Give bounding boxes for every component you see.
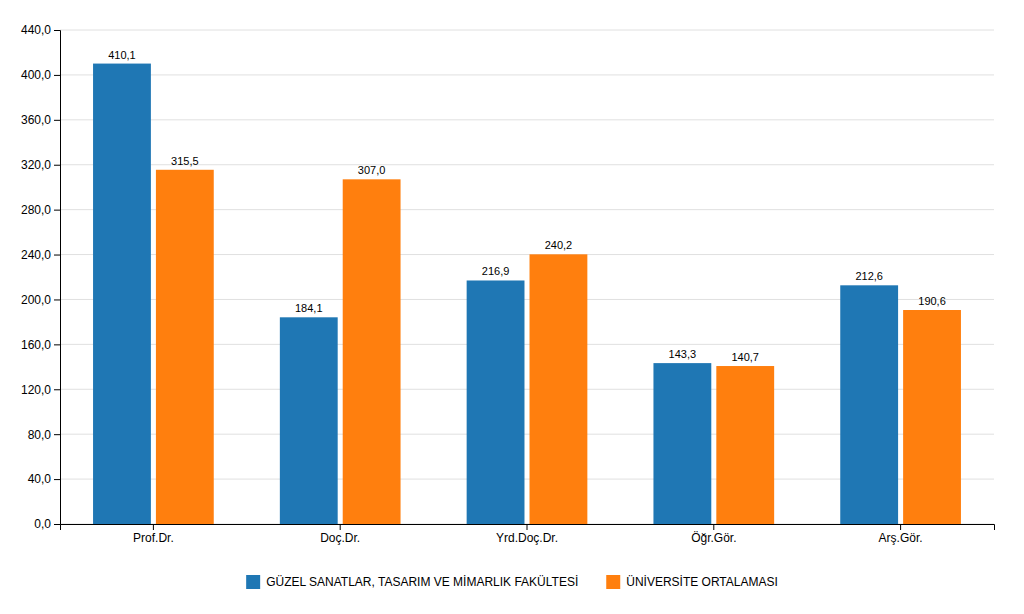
y-tick-label: 280,0 bbox=[21, 203, 51, 217]
legend-item: ÜNİVERSİTE ORTALAMASI bbox=[606, 575, 778, 589]
plot: 0,0 40,0 80,0 120,0 160,0 200,0 240,0 280,0 320,… bbox=[21, 23, 995, 544]
y-tick-label: 160,0 bbox=[21, 338, 51, 352]
legend-swatch bbox=[246, 575, 260, 589]
grid-line bbox=[60, 30, 994, 31]
y-tick-mark bbox=[54, 165, 60, 166]
legend-label: GÜZEL SANATLAR, TASARIM VE MİMARLIK FAKÜ… bbox=[266, 575, 578, 589]
x-tick-label: Prof.Dr. bbox=[133, 531, 174, 545]
grid bbox=[60, 30, 994, 524]
y-tick: 80,0 bbox=[28, 428, 60, 442]
y-tick-mark bbox=[54, 434, 60, 435]
y-tick-mark bbox=[54, 299, 60, 300]
bar bbox=[343, 179, 401, 524]
y-tick-mark bbox=[54, 479, 60, 480]
y-tick-label: 360,0 bbox=[21, 113, 51, 127]
data-label: 410,1 bbox=[108, 49, 136, 61]
y-tick-mark bbox=[54, 75, 60, 76]
bar bbox=[653, 363, 711, 524]
data-label: 240,2 bbox=[545, 239, 573, 251]
data-label: 212,6 bbox=[855, 270, 883, 282]
bar bbox=[716, 366, 774, 524]
y-tick: 320,0 bbox=[21, 158, 60, 172]
y-tick-label: 120,0 bbox=[21, 383, 51, 397]
y-tick-mark bbox=[54, 210, 60, 211]
x-tick-mark bbox=[713, 524, 714, 530]
y-tick: 120,0 bbox=[21, 383, 60, 397]
data-label: 143,3 bbox=[669, 348, 697, 360]
x-tick-label: Arş.Gör. bbox=[879, 531, 923, 545]
y-tick-mark bbox=[54, 255, 60, 256]
x-tick-mark bbox=[527, 524, 528, 530]
grid-line bbox=[60, 164, 994, 165]
y-tick-label: 320,0 bbox=[21, 158, 51, 172]
y-tick: 440,0 bbox=[21, 23, 60, 37]
bars bbox=[93, 64, 961, 524]
chart: 0,0 40,0 80,0 120,0 160,0 200,0 240,0 280,0 320,… bbox=[0, 0, 1024, 614]
y-tick-mark bbox=[54, 524, 60, 525]
y-axis: 0,0 40,0 80,0 120,0 160,0 200,0 240,0 280,0 320,… bbox=[21, 23, 61, 531]
x-axis-line bbox=[61, 525, 995, 531]
x-tick-mark bbox=[340, 524, 341, 530]
bar bbox=[903, 310, 961, 524]
data-label: 140,7 bbox=[731, 351, 759, 363]
data-label: 216,9 bbox=[482, 265, 510, 277]
y-tick-label: 80,0 bbox=[28, 428, 52, 442]
y-tick-label: 40,0 bbox=[28, 472, 52, 486]
x-tick-mark bbox=[900, 524, 901, 530]
y-tick-label: 200,0 bbox=[21, 293, 51, 307]
y-tick-mark bbox=[54, 344, 60, 345]
x-tick-label: Doç.Dr. bbox=[320, 531, 360, 545]
y-tick: 0,0 bbox=[34, 517, 60, 531]
data-label: 315,5 bbox=[171, 155, 199, 167]
y-tick: 360,0 bbox=[21, 113, 60, 127]
grid-line bbox=[60, 119, 994, 120]
data-label: 184,1 bbox=[295, 302, 323, 314]
bar bbox=[530, 254, 588, 524]
x-tick: Öğr.Gör. bbox=[691, 524, 736, 545]
y-tick: 200,0 bbox=[21, 293, 60, 307]
x-tick-mark bbox=[153, 524, 154, 530]
bar bbox=[93, 64, 151, 524]
y-tick: 240,0 bbox=[21, 248, 60, 262]
y-tick-label: 440,0 bbox=[21, 23, 51, 37]
y-tick-mark bbox=[54, 30, 60, 31]
y-tick-label: 0,0 bbox=[34, 517, 51, 531]
y-tick: 400,0 bbox=[21, 68, 60, 82]
bar bbox=[467, 280, 525, 524]
x-tick: Arş.Gör. bbox=[879, 524, 923, 545]
y-tick-mark bbox=[54, 389, 60, 390]
x-axis: Prof.Dr. Doç.Dr. Yrd.Doç.Dr. Öğr.Gör. Arş.Gö… bbox=[61, 524, 995, 545]
legend-label: ÜNİVERSİTE ORTALAMASI bbox=[626, 575, 778, 589]
grid-line bbox=[60, 74, 994, 75]
x-tick: Doç.Dr. bbox=[320, 524, 360, 545]
y-tick: 280,0 bbox=[21, 203, 60, 217]
x-tick-label: Yrd.Doç.Dr. bbox=[496, 531, 558, 545]
y-tick-label: 400,0 bbox=[21, 68, 51, 82]
bar bbox=[156, 170, 214, 524]
y-tick-mark bbox=[54, 120, 60, 121]
x-tick: Yrd.Doç.Dr. bbox=[496, 524, 558, 545]
y-tick: 40,0 bbox=[28, 472, 60, 486]
x-tick-label: Öğr.Gör. bbox=[691, 531, 736, 545]
x-tick: Prof.Dr. bbox=[133, 524, 174, 545]
y-tick-label: 240,0 bbox=[21, 248, 51, 262]
bar bbox=[840, 285, 898, 524]
data-label: 307,0 bbox=[358, 164, 386, 176]
y-tick: 160,0 bbox=[21, 338, 60, 352]
y-axis-line bbox=[54, 31, 61, 525]
data-label: 190,6 bbox=[918, 295, 946, 307]
data-labels: 410,1 184,1 216,9 143,3 212,6 315,5 307,0 240,2… bbox=[108, 49, 946, 363]
legend: GÜZEL SANATLAR, TASARIM VE MİMARLIK FAKÜ… bbox=[246, 575, 778, 589]
legend-swatch bbox=[606, 575, 620, 589]
legend-item: GÜZEL SANATLAR, TASARIM VE MİMARLIK FAKÜ… bbox=[246, 575, 578, 589]
bar bbox=[280, 317, 338, 524]
